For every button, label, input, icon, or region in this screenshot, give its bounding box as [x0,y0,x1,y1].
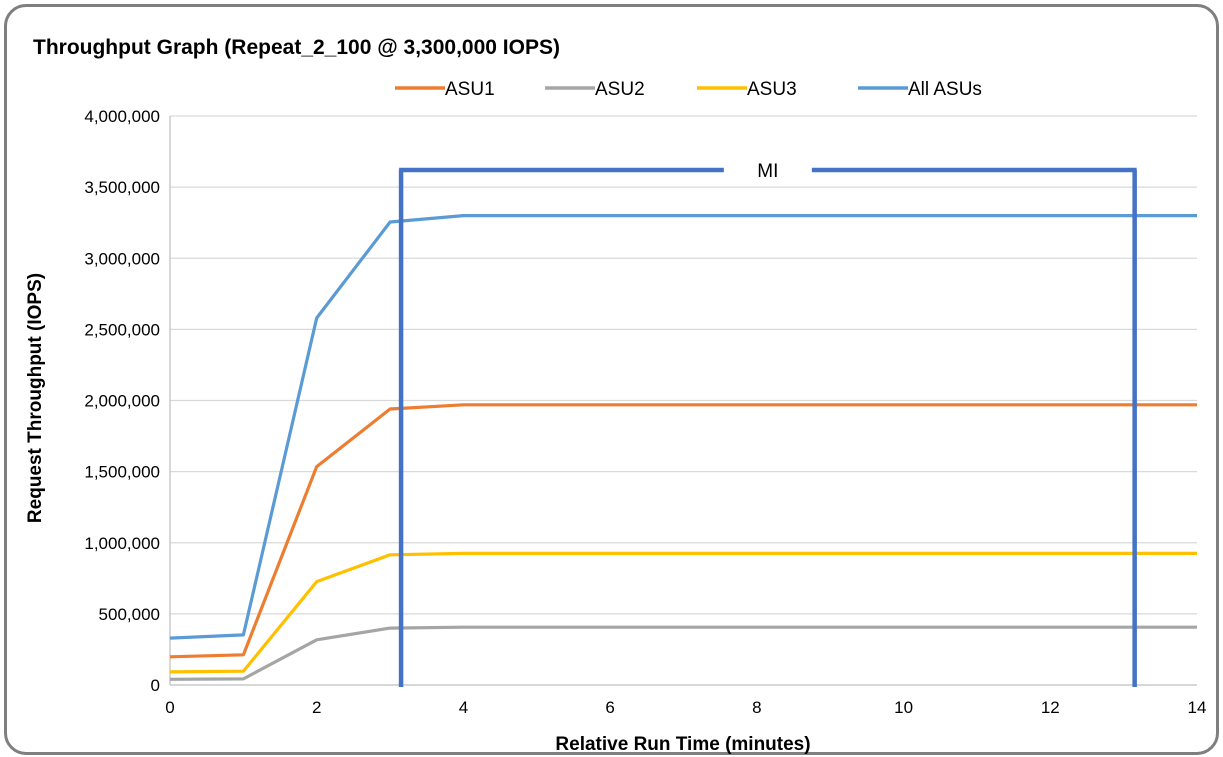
x-tick-label: 14 [1188,698,1207,717]
series-line-asu3 [169,551,1197,674]
grid-lines [169,115,1197,686]
series-line-asu1 [169,403,1197,659]
series-line-all-asus [169,214,1197,640]
x-tick-label: 6 [605,698,614,717]
legend-label: ASU2 [595,79,645,100]
series-lines [169,214,1197,681]
x-axis-ticks: 0 2 4 6 8 10 12 14 [165,698,1206,717]
y-tick-label: 3,000,000 [84,249,160,268]
y-tick-label: 0 [151,676,160,695]
mi-label: MI [757,161,778,182]
y-axis-title: Request Throughput (IOPS) [25,273,46,523]
x-tick-label: 12 [1041,698,1060,717]
legend-label: All ASUs [908,79,982,100]
y-tick-label: 3,500,000 [84,178,160,197]
series-line-asu2 [169,625,1197,681]
y-tick-label: 4,000,000 [84,107,160,126]
x-tick-label: 10 [894,698,913,717]
y-tick-label: 1,000,000 [84,534,160,553]
x-tick-label: 2 [312,698,321,717]
legend: ASU1 ASU2 ASU3 All ASUs [395,79,982,100]
mi-annotation: MI [398,161,1137,687]
y-tick-label: 500,000 [99,605,160,624]
x-axis-title: Relative Run Time (minutes) [555,734,810,755]
y-axis-ticks: 0 500,000 1,000,000 1,500,000 2,000,000 2,500… [84,107,160,695]
chart-title: Throughput Graph (Repeat_2_100 @ 3,300,0… [33,36,560,59]
x-tick-label: 4 [459,698,468,717]
legend-label: ASU3 [747,79,797,100]
x-tick-label: 8 [752,698,761,717]
legend-label: ASU1 [445,79,495,100]
y-tick-label: 1,500,000 [84,463,160,482]
y-tick-label: 2,000,000 [84,392,160,411]
chart-frame [4,4,1219,755]
x-tick-label: 0 [165,698,174,717]
y-tick-label: 2,500,000 [84,320,160,339]
